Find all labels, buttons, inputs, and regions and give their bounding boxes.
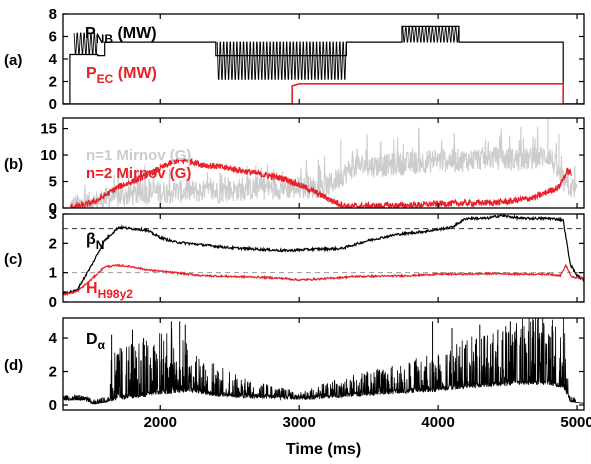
plot-area bbox=[63, 318, 584, 405]
y-tick-label: 5 bbox=[49, 174, 57, 191]
series-annotation: βN bbox=[86, 231, 104, 252]
x-axis-label: Time (ms) bbox=[286, 441, 361, 458]
y-tick-label: 10 bbox=[40, 147, 57, 164]
y-tick-label: 2 bbox=[49, 364, 57, 381]
series-annotation: n=1 Mirnov (G) bbox=[86, 147, 191, 164]
n1-mirnov-trace bbox=[69, 126, 578, 208]
betan-trace bbox=[63, 214, 584, 296]
y-tick-label: 0 bbox=[49, 397, 57, 414]
plot-area bbox=[63, 25, 584, 104]
pnb-modulation bbox=[402, 25, 460, 43]
y-tick-label: 0 bbox=[49, 96, 57, 113]
plot-area bbox=[63, 214, 584, 297]
pnb-modulation bbox=[216, 41, 347, 80]
axes-frame bbox=[62, 317, 585, 411]
y-tick-label: 4 bbox=[49, 330, 58, 347]
y-tick-label: 6 bbox=[49, 29, 57, 46]
x-tick-label: 4000 bbox=[421, 414, 454, 431]
axes-frame bbox=[62, 213, 585, 303]
series-annotation: PEC (MW) bbox=[86, 65, 157, 86]
y-tick-label: 8 bbox=[49, 6, 57, 23]
y-tick-label: 4 bbox=[49, 51, 58, 68]
x-tick-label: 5000 bbox=[560, 414, 591, 431]
series-annotation: PNB (MW) bbox=[85, 25, 157, 46]
series-annotation: Dα bbox=[86, 331, 106, 352]
y-tick-label: 15 bbox=[40, 121, 57, 138]
axes-frame bbox=[62, 117, 585, 209]
x-tick-label: 2000 bbox=[144, 414, 177, 431]
y-tick-label: 2 bbox=[49, 235, 57, 252]
panel-label: (c) bbox=[4, 251, 22, 268]
x-tick-label: 3000 bbox=[282, 414, 315, 431]
panel-label: (d) bbox=[4, 357, 23, 374]
dalpha-trace bbox=[63, 318, 584, 405]
panel-label: (a) bbox=[4, 52, 22, 69]
n2-mirnov-trace bbox=[69, 157, 572, 208]
y-tick-label: 0 bbox=[49, 200, 57, 217]
panel-b: 0 5 10 15 (b) n=1 Mirnov (G)n=2 Mirnov (G) bbox=[4, 117, 585, 217]
panel-label: (b) bbox=[4, 156, 23, 173]
plot-area bbox=[69, 118, 578, 208]
y-tick-label: 2 bbox=[49, 74, 57, 91]
y-tick-label: 3 bbox=[49, 206, 57, 223]
series-annotation: n=2 Mirnov (G) bbox=[86, 165, 191, 182]
y-tick-label: 1 bbox=[49, 265, 57, 282]
pec-trace bbox=[63, 83, 584, 104]
pnb-modulation bbox=[73, 32, 98, 55]
panel-a: 0 2 4 6 8 (a) PNB (MW) PEC (MW) bbox=[4, 6, 585, 113]
panel-c: 0 1 2 3 (c) βN HH98y2 bbox=[4, 206, 585, 311]
y-tick-label: 0 bbox=[49, 294, 57, 311]
panel-d: 0 2 4 2000 3000 4000 5000 Time (ms) (d) Dα bbox=[4, 317, 591, 458]
h98-trace bbox=[63, 263, 584, 297]
series-annotation: HH98y2 bbox=[86, 280, 133, 301]
